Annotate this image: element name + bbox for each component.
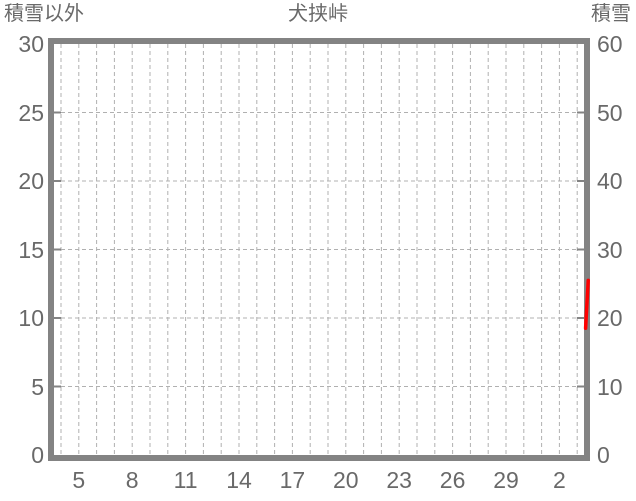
y-axis-label-right: 20	[597, 305, 623, 331]
x-axis-label: 14	[226, 467, 252, 493]
plot-frame	[48, 38, 590, 461]
y-axis-label-right: 50	[597, 99, 623, 126]
y-axis-label-right: 10	[597, 373, 623, 400]
x-axis-label: 5	[72, 467, 86, 493]
x-axis-label: 17	[279, 467, 306, 493]
left-axis-title: 積雪以外	[4, 3, 84, 25]
y-axis-label-right: 40	[597, 168, 623, 194]
x-axis-label: 20	[333, 467, 359, 493]
x-axis-label: 29	[493, 467, 519, 493]
y-axis-label-left: 20	[18, 168, 44, 194]
y-axis-label-left: 30	[18, 31, 44, 57]
x-axis-label: 26	[439, 467, 466, 493]
y-axis-label-left: 15	[18, 236, 44, 263]
y-axis-label-right: 30	[597, 236, 623, 263]
x-axis-label: 8	[125, 467, 139, 493]
x-axis-label: 11	[173, 467, 198, 493]
x-axis-label: 23	[386, 467, 412, 493]
y-axis-label-left: 25	[18, 99, 44, 126]
y-axis-label-right: 60	[597, 31, 623, 57]
right-axis-title: 積雪	[591, 3, 631, 25]
y-axis-label-left: 0	[31, 442, 44, 468]
x-axis-label: 2	[552, 467, 566, 493]
chart-title: 犬挟峠	[288, 3, 348, 25]
y-axis-label-right: 0	[597, 442, 610, 468]
y-axis-label-left: 5	[31, 373, 44, 400]
snow-series-line	[583, 278, 590, 331]
y-axis-label-left: 10	[18, 305, 44, 331]
